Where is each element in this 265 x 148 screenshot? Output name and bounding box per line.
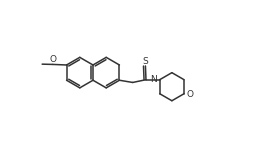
Text: S: S xyxy=(143,57,148,66)
Text: O: O xyxy=(49,55,56,64)
Text: O: O xyxy=(187,90,194,99)
Text: N: N xyxy=(150,75,157,84)
